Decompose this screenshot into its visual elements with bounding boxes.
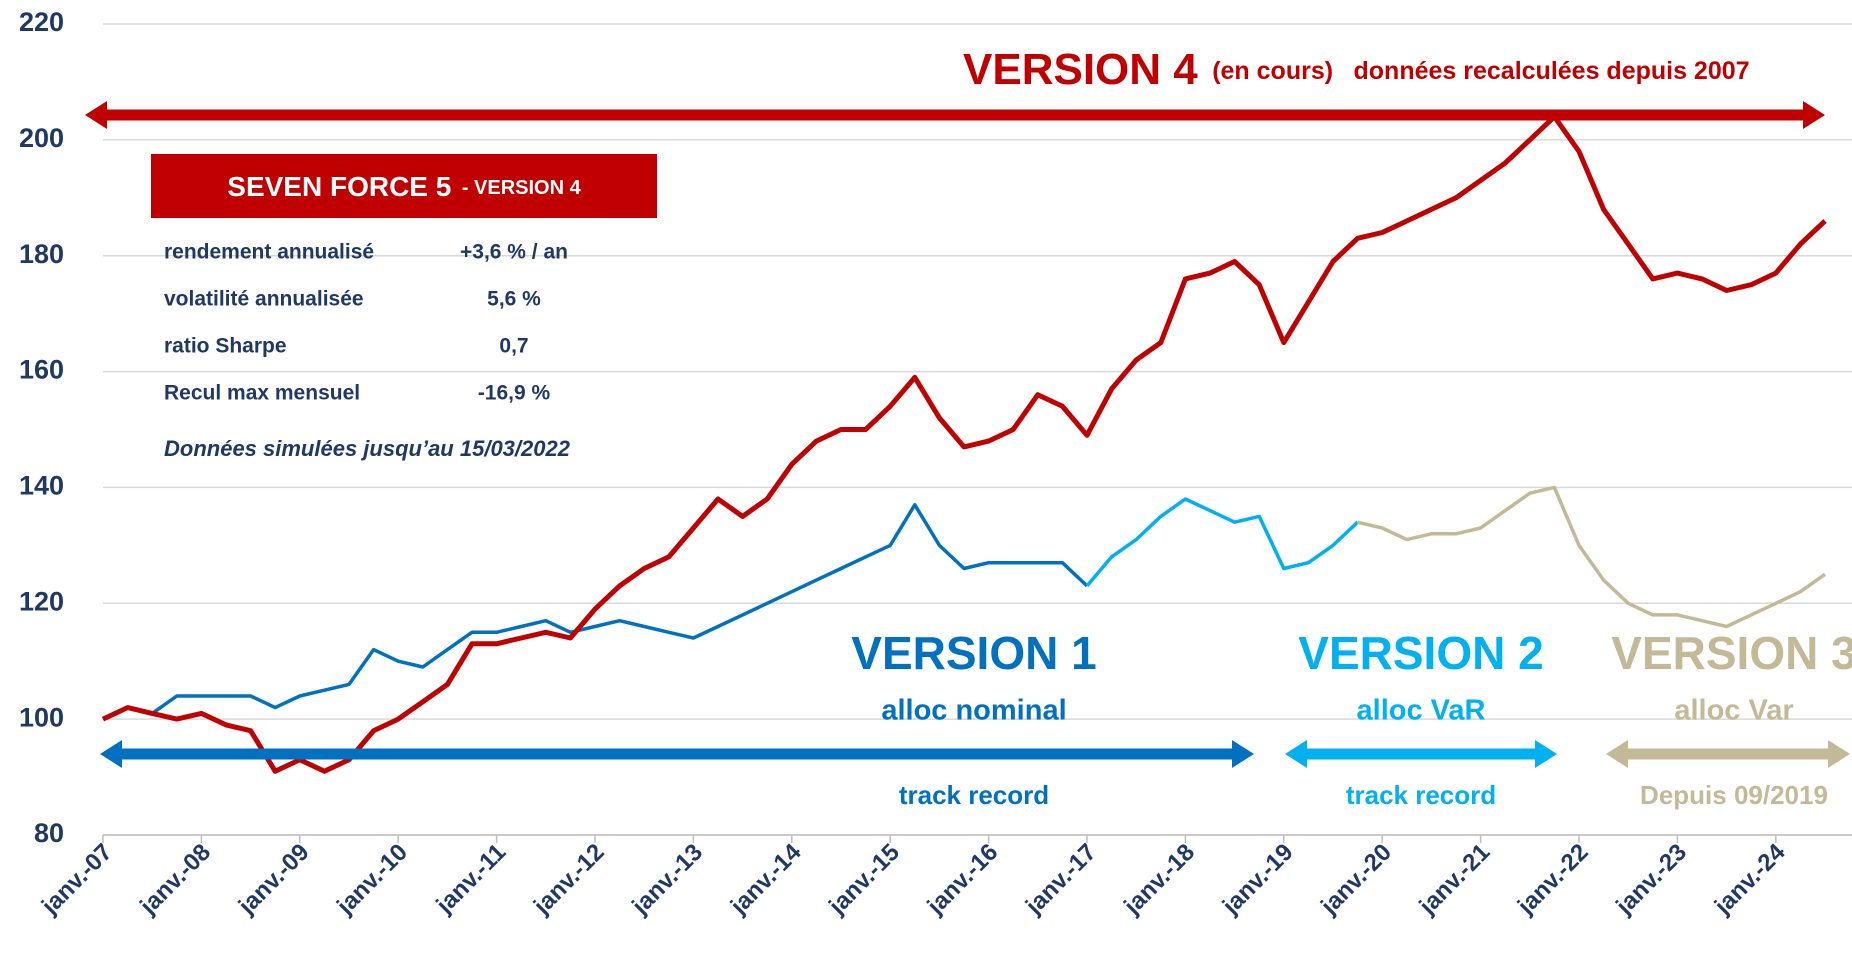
stat-label: volatilité annualisée	[164, 288, 364, 311]
version-title: VERSION 4	[963, 45, 1198, 94]
top-label: VERSION 4 (en cours) données recalculées…	[963, 45, 1750, 94]
box-title-sub: - VERSION 4	[462, 177, 582, 199]
version-footer: Depuis 09/2019	[1640, 780, 1828, 810]
stat-value: +3,6 % / an	[460, 241, 568, 264]
y-tick-label: 100	[19, 702, 64, 732]
version-footer: track record	[899, 780, 1049, 810]
y-tick-label: 120	[19, 586, 64, 616]
y-tick-label: 80	[34, 818, 64, 848]
y-tick-label: 180	[19, 239, 64, 269]
version-subtitle: alloc Var	[1674, 695, 1793, 727]
arrow-head	[1535, 740, 1557, 768]
stat-label: Recul max mensuel	[164, 382, 360, 405]
arrow-head	[1606, 740, 1628, 768]
version-footer: track record	[1346, 780, 1496, 810]
series-line	[101, 114, 1827, 774]
series-line	[102, 503, 1089, 721]
stat-value: 0,7	[499, 335, 528, 358]
arrow-head	[1285, 740, 1307, 768]
box-title-main: SEVEN FORCE 5	[227, 171, 451, 202]
box-header	[151, 154, 657, 218]
arrow-head	[100, 740, 122, 768]
version-title: VERSION 2	[1298, 627, 1543, 679]
y-tick-label: 140	[19, 471, 64, 501]
version-title: VERSION 3	[1611, 627, 1852, 679]
stat-value: -16,9 %	[478, 382, 551, 405]
version-subtitle: alloc nominal	[881, 695, 1066, 727]
arrow-head	[1828, 740, 1850, 768]
box-title: SEVEN FORCE 5 - VERSION 4	[227, 171, 581, 202]
arrow-head	[1232, 740, 1254, 768]
version-status: (en cours)	[1212, 57, 1333, 85]
box-note: Données simulées jusqu’au 15/03/2022	[164, 436, 571, 461]
y-tick-label: 220	[19, 7, 64, 37]
y-tick-label: 200	[19, 123, 64, 153]
y-tick-label: 160	[19, 355, 64, 385]
arrow-head	[1803, 101, 1825, 129]
version-note: données recalculées depuis 2007	[1354, 57, 1750, 85]
version-title: VERSION 1	[851, 627, 1096, 679]
stat-label: rendement annualisé	[164, 241, 374, 264]
stat-value: 5,6 %	[487, 288, 541, 311]
series-line	[1357, 485, 1827, 629]
stat-label: ratio Sharpe	[164, 335, 287, 358]
version-subtitle: alloc VaR	[1357, 695, 1486, 727]
arrow-head	[85, 101, 107, 129]
series-line	[1085, 497, 1359, 588]
